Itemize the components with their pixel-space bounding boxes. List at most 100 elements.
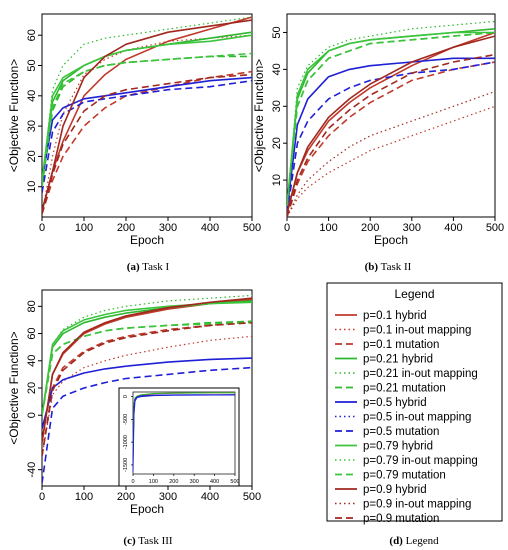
caption-c: (c) Task III	[123, 535, 173, 547]
x-axis-label: Epoch	[130, 233, 164, 247]
x-axis-label: Epoch	[374, 233, 408, 247]
inset-series-p-0-5-hybrid	[132, 394, 236, 461]
legend-label: p=0.1 hybrid	[363, 310, 427, 322]
caption-d: (d) Legend	[389, 535, 439, 547]
legend-label: p=0.1 in-out mapping	[363, 325, 471, 337]
legend-entry: p=0.79 in-out mapping	[335, 455, 478, 467]
series-line-p-0-1-mutation	[287, 61, 495, 217]
legend-entry: p=0.21 mutation	[335, 383, 446, 395]
plot-frame	[41, 13, 253, 218]
y-tick-label: 40	[26, 90, 38, 102]
y-tick-label: 0	[26, 412, 38, 418]
legend-label: p=0.21 in-out mapping	[363, 368, 478, 380]
legend-label: p=0.9 in-out mapping	[363, 499, 471, 511]
x-tick-label: 400	[201, 491, 219, 503]
series-line-p-0-5-mutation	[42, 366, 252, 484]
series-line-p-0-21-in-out-mapping	[287, 20, 495, 206]
legend-entry: p=0.79 mutation	[335, 470, 446, 482]
legend-title: Legend	[394, 287, 434, 301]
legend-entry: p=0.1 mutation	[335, 339, 439, 351]
inset-plot: 0 100 200 300 400 500 -1500 -1000 -500 0	[118, 387, 240, 487]
series-line-p-0-9-hybrid	[42, 297, 252, 443]
x-tick-label: 400	[201, 222, 219, 234]
y-tick-label: 60	[26, 327, 38, 339]
x-tick-label: 500	[243, 491, 261, 503]
y-tick-label: 30	[26, 120, 38, 132]
y-tick-label: -40	[26, 462, 38, 478]
y-tick-label: 60	[26, 29, 38, 41]
inset-x-tick-label: 100	[149, 479, 158, 485]
y-axis-label: <Objective Function>	[7, 331, 21, 444]
series-line-p-0-5-hybrid	[287, 57, 495, 210]
caption-b: (b) Task II	[364, 261, 412, 273]
legend-entry: p=0.1 in-out mapping	[335, 325, 471, 337]
panel-task-1: 0 100 200 300 400 500 10 20 30 40 50 60 Epoch <Object…	[7, 13, 261, 247]
legend-label: p=0.5 mutation	[363, 426, 439, 438]
legend-label: p=0.5 in-out mapping	[363, 412, 471, 424]
y-tick-label: 20	[26, 382, 38, 394]
y-tick-label: 20	[26, 150, 38, 162]
y-tick-label: 10	[26, 181, 38, 193]
inset-x-tick-label: 500	[230, 479, 239, 485]
series-line-p-0-9-mutation	[42, 321, 252, 457]
x-tick-label: 300	[159, 491, 177, 503]
panel-legend: Legend p=0.1 hybrid p=0.1 in-out mapping p=…	[326, 282, 503, 525]
plot-frame	[286, 13, 496, 218]
series-line-p-0-1-hybrid	[42, 16, 252, 212]
x-tick-label: 200	[117, 491, 135, 503]
x-tick-label: 200	[361, 222, 379, 234]
series-line-p-0-9-mutation	[287, 53, 495, 217]
x-tick-label: 200	[117, 222, 135, 234]
x-tick-label: 0	[284, 222, 290, 234]
series-line-p-0-79-mutation	[42, 321, 252, 416]
series-line-p-0-79-mutation	[287, 31, 495, 206]
y-axis-label: <Objective Function>	[252, 59, 266, 172]
legend-entry: p=0.5 in-out mapping	[335, 412, 471, 424]
series-line-p-0-79-mutation	[42, 52, 252, 187]
x-tick-label: 100	[319, 222, 337, 234]
y-axis-label: <Objective Function>	[7, 59, 21, 172]
legend-label: p=0.9 mutation	[363, 513, 439, 525]
legend-entry: p=0.5 hybrid	[335, 397, 427, 409]
inset-x-tick-label: 200	[169, 479, 178, 485]
series-line-p-0-1-in-out-mapping	[287, 105, 495, 217]
x-tick-label: 500	[486, 222, 504, 234]
inset-frame	[118, 387, 240, 487]
x-tick-label: 300	[159, 222, 177, 234]
inset-y-tick-label: -1500	[123, 458, 129, 472]
panel-task-3: 0 100 200 300 400 500-40020406080Epoch<Object…	[7, 289, 261, 516]
legend-entry: p=0.79 hybrid	[335, 441, 433, 453]
series-line-p-0-9-hybrid	[287, 35, 495, 214]
series-line-p-0-1-in-out-mapping	[42, 335, 252, 457]
series-line-p-0-21-in-out-mapping	[42, 16, 252, 187]
legend-entry: p=0.1 hybrid	[335, 310, 427, 322]
y-tick-label: 40	[271, 63, 283, 75]
y-tick-label: 50	[26, 59, 38, 71]
legend-label: p=0.1 mutation	[363, 339, 439, 351]
y-tick-label: 10	[271, 174, 283, 186]
series-line-p-0-5-mutation	[42, 79, 252, 193]
series-line-p-0-5-mutation	[287, 61, 495, 214]
series-line-p-0-9-mutation	[42, 73, 252, 215]
series-line-p-0-9-hybrid	[42, 19, 252, 212]
legend-entry: p=0.21 in-out mapping	[335, 368, 478, 380]
series-line-p-0-9-in-out-mapping	[287, 90, 495, 217]
series-line-p-0-79-hybrid	[287, 31, 495, 206]
y-tick-label: 30	[271, 100, 283, 112]
inset-x-tick-label: 0	[131, 479, 134, 485]
legend-label: p=0.79 in-out mapping	[363, 455, 478, 467]
inset-y-tick-label: -1000	[123, 435, 129, 449]
legend-entry: p=0.21 hybrid	[335, 354, 433, 366]
inset-y-tick-label: 0	[123, 395, 129, 398]
x-tick-label: 400	[444, 222, 462, 234]
inset-x-tick-label: 400	[210, 479, 219, 485]
x-tick-label: 500	[243, 222, 261, 234]
legend-entry: p=0.5 mutation	[335, 426, 439, 438]
panel-task-2: 0 100 200 300 400 500 10 20 30 40 50 Epoch <Objectiv…	[252, 13, 504, 247]
inset-y-tick-label: -500	[123, 414, 129, 425]
legend-label: p=0.79 mutation	[363, 470, 446, 482]
x-tick-label: 100	[75, 222, 93, 234]
x-axis-label: Epoch	[130, 502, 164, 516]
legend-entry: p=0.9 hybrid	[335, 484, 427, 496]
legend-label: p=0.21 mutation	[363, 383, 446, 395]
